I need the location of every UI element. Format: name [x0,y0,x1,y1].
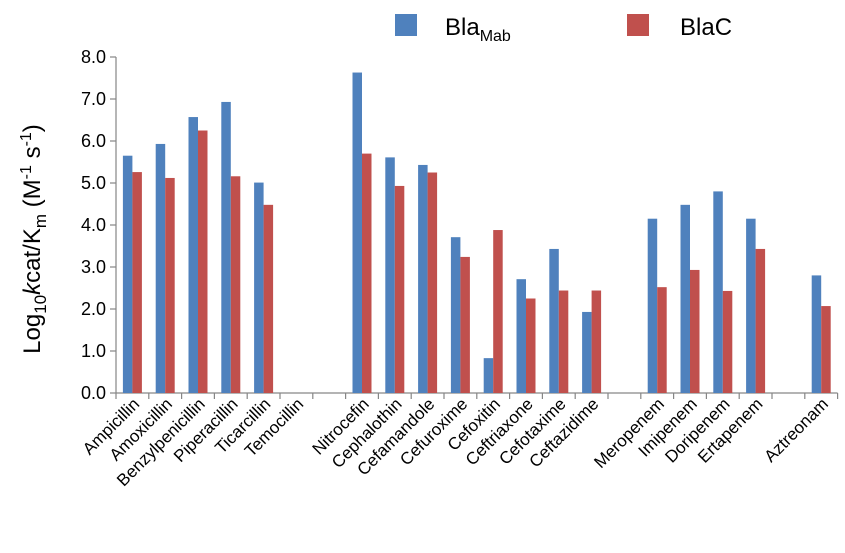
bar-blamab [155,143,166,393]
bar-blac [722,290,733,393]
bar-blamab [221,101,231,393]
legend-label-blac: BlaC [680,14,732,41]
y-axis-title: Log10kcat/Km (M-1 s-1) [18,124,50,354]
legend-swatch-blamab [395,14,417,36]
bar-blac [263,204,274,393]
y-tick-label: 3.0 [81,257,106,277]
bar-blac [165,177,175,393]
bar-blamab [549,248,559,393]
bar-blac [132,172,142,393]
bar-blamab [647,218,658,393]
bar-blamab [811,275,822,393]
bar-blac [657,287,667,393]
y-tick-label: 5.0 [81,173,106,193]
bar-blac [394,185,405,393]
bar-blac [198,130,208,393]
bar-blac [591,290,602,393]
plot-area: 0.01.02.03.04.05.06.07.08.0AmpicillinAmo… [79,47,839,490]
y-tick-label: 7.0 [81,89,106,109]
legend: BlaMab BlaC [395,14,732,45]
y-tick-label: 1.0 [81,341,106,361]
bar-blac [230,176,241,393]
bar-blamab [385,157,395,393]
bar-blac [427,172,438,393]
bar-blamab [713,191,723,393]
legend-swatch-blac [627,14,649,36]
bar-blac [362,153,372,393]
bar-blac [526,298,536,393]
bar-blac [821,306,831,393]
y-tick-label: 0.0 [81,383,106,403]
bar-blamab [516,279,526,393]
y-tick-label: 2.0 [81,299,106,319]
bar-blac [558,290,569,393]
bar-blamab [254,182,264,393]
bar-blamab [582,311,592,393]
y-tick-label: 4.0 [81,215,106,235]
y-tick-label: 8.0 [81,47,106,67]
bar-blac [755,248,766,393]
bar-blamab [746,218,756,393]
x-category-label: Aztreonam [760,394,832,466]
bar-blamab [352,72,362,393]
bar-blamab [450,237,461,393]
bar-blac [493,230,503,393]
bar-blac [460,256,470,393]
y-tick-label: 6.0 [81,131,106,151]
legend-label-blamab: BlaMab [445,14,511,45]
bar-blamab [188,117,198,393]
bar-blac [690,269,700,393]
bar-blamab [122,155,133,393]
bar-blamab [418,164,428,393]
bar-blamab [680,204,690,393]
bar-blamab [483,358,494,393]
